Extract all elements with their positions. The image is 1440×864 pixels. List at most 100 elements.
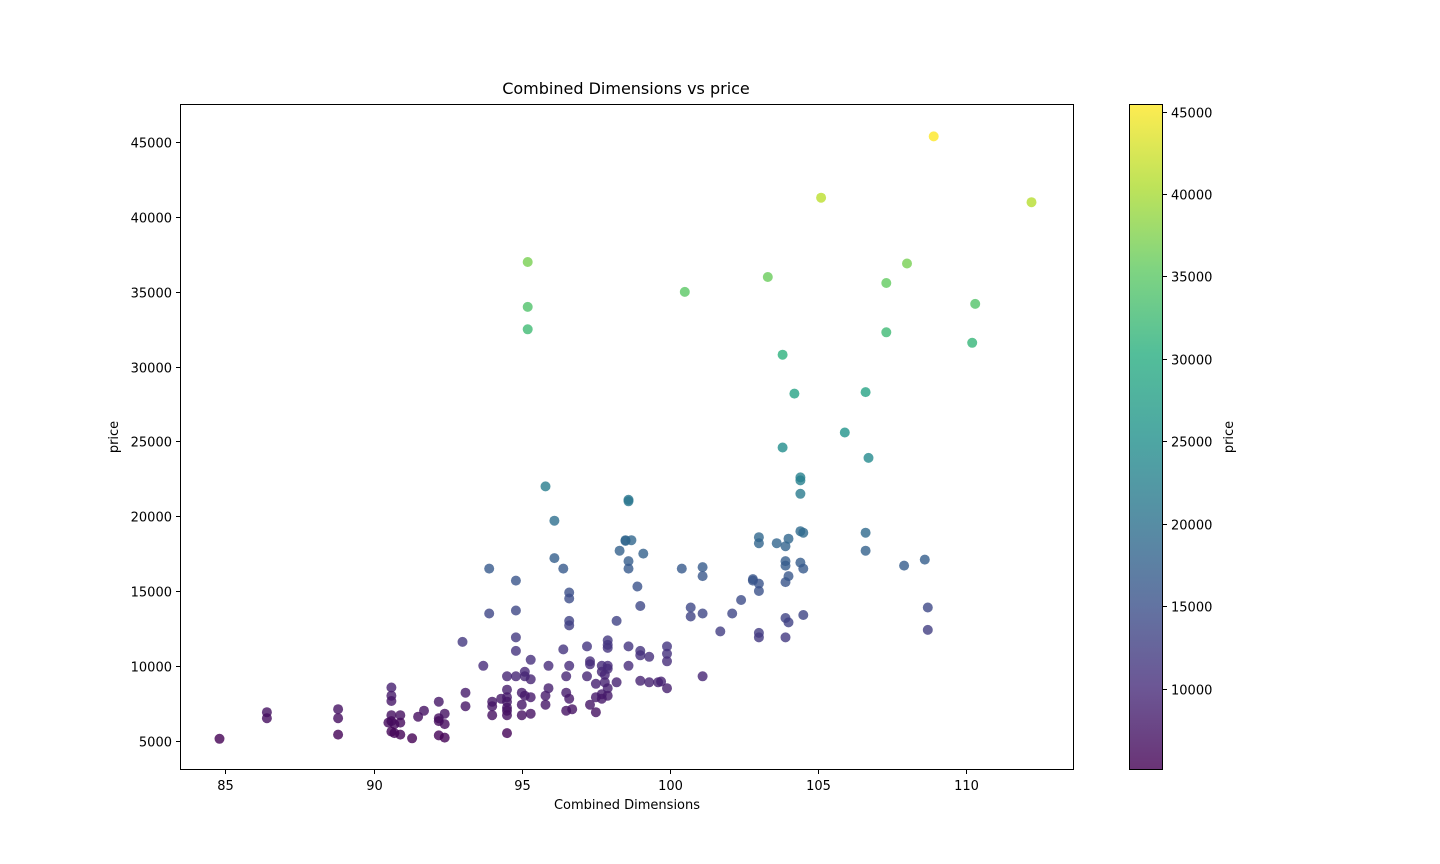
data-point (614, 545, 625, 556)
data-point (602, 683, 613, 694)
data-point (439, 708, 450, 719)
data-point (564, 593, 575, 604)
data-point (727, 608, 738, 619)
data-point (644, 651, 655, 662)
y-axis-label: price (107, 421, 122, 453)
colorbar-tick-label: 30000 (1171, 354, 1212, 369)
data-point (789, 388, 800, 399)
colorbar-tick-label: 45000 (1171, 107, 1212, 122)
data-point (623, 641, 634, 652)
data-point (558, 644, 569, 655)
data-point (457, 636, 468, 647)
x-tick-label: 95 (514, 779, 531, 794)
data-point (543, 683, 554, 694)
data-point (522, 257, 533, 267)
data-point (261, 713, 272, 724)
data-point (736, 595, 747, 605)
colorbar-label: price (1222, 421, 1237, 453)
x-axis-label: Combined Dimensions (554, 798, 700, 813)
data-point (214, 733, 225, 744)
data-point (510, 605, 521, 616)
data-point (386, 682, 397, 693)
data-point (522, 324, 533, 335)
data-point (632, 581, 643, 592)
data-point (662, 656, 672, 667)
data-point (602, 690, 613, 701)
data-point (798, 563, 809, 574)
data-point (662, 683, 672, 694)
data-point (525, 692, 536, 703)
data-point (439, 719, 450, 730)
colorbar-tick-label: 10000 (1171, 684, 1212, 699)
data-point (516, 710, 527, 721)
data-point (638, 548, 649, 559)
data-point (564, 693, 575, 704)
data-points (214, 131, 1037, 744)
data-point (516, 699, 527, 710)
data-point (783, 533, 794, 544)
data-point (697, 671, 708, 682)
data-point (656, 676, 667, 687)
y-tick-label: 15000 (131, 586, 172, 601)
data-point (487, 710, 498, 721)
data-point (611, 677, 622, 688)
data-point (685, 611, 696, 622)
data-point (922, 624, 933, 635)
data-point (502, 728, 512, 739)
data-point (567, 704, 578, 715)
data-point (433, 696, 444, 707)
data-point (460, 701, 471, 712)
data-point (902, 258, 912, 269)
data-point (919, 554, 930, 565)
data-point (753, 578, 764, 589)
data-point (525, 654, 536, 665)
data-point (777, 442, 788, 453)
x-axis-ticks: 85 90 95 100 105 110 (217, 769, 979, 794)
data-point (502, 684, 512, 695)
x-tick-label: 85 (217, 779, 234, 794)
data-point (549, 553, 560, 564)
data-point (564, 620, 575, 631)
data-point (623, 496, 634, 507)
data-point (780, 632, 791, 643)
data-point (662, 648, 672, 659)
data-point (582, 641, 592, 652)
data-point (928, 131, 939, 142)
data-point (1026, 197, 1037, 208)
data-point (564, 660, 575, 671)
data-point (715, 626, 726, 637)
colorbar-tick-label: 15000 (1171, 601, 1212, 616)
colorbar-frame (1129, 104, 1163, 770)
y-tick-label: 25000 (131, 436, 172, 451)
data-point (522, 301, 533, 312)
data-point (860, 527, 871, 538)
data-point (487, 701, 498, 712)
data-point (899, 560, 910, 571)
y-axis-ticks: 5000 10000 15000 20000 25000 30000 35000 40000 4… (131, 137, 181, 751)
data-point (395, 729, 406, 740)
y-tick-label: 10000 (131, 661, 172, 676)
data-point (697, 608, 708, 619)
data-point (816, 192, 827, 203)
data-point (881, 278, 892, 288)
data-point (549, 515, 560, 526)
data-point (561, 671, 572, 682)
data-point (783, 571, 794, 582)
data-point (585, 659, 595, 670)
data-point (798, 610, 809, 620)
data-point (333, 704, 344, 715)
colorbar-tick-label: 20000 (1171, 519, 1212, 534)
data-point (590, 707, 601, 718)
data-point (407, 733, 418, 744)
x-tick-label: 105 (806, 779, 831, 794)
data-point (922, 602, 933, 613)
data-point (697, 562, 708, 573)
colorbar-tick-label: 40000 (1171, 189, 1212, 204)
data-point (777, 349, 788, 360)
data-point (582, 671, 592, 682)
data-point (395, 717, 406, 728)
data-point (644, 677, 655, 688)
data-point (753, 632, 764, 643)
data-point (590, 678, 601, 689)
